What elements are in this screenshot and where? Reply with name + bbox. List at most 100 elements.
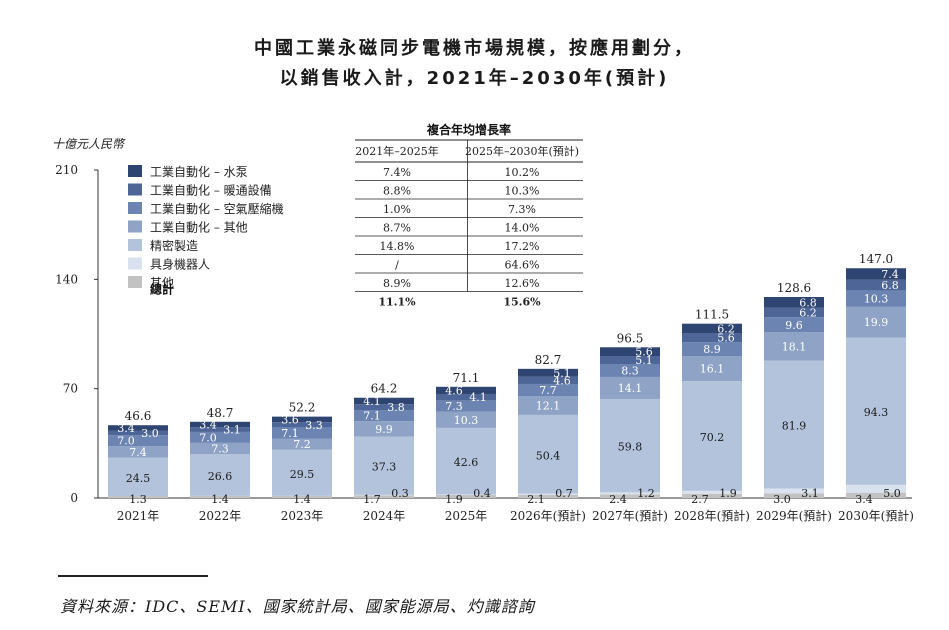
bar-value-label: 94.3 <box>864 406 889 419</box>
bar-segment <box>272 416 332 423</box>
bar-value-label: 29.5 <box>290 468 315 481</box>
bar-value-label: 3.0 <box>773 493 791 506</box>
bar-value-label: 7.1 <box>363 410 381 423</box>
bar-value-label: 16.1 <box>700 363 725 376</box>
bar-segment <box>436 495 496 498</box>
bar-value-label: 6.8 <box>881 279 899 292</box>
bar-value-label: 7.7 <box>539 384 557 397</box>
legend-total-label: 總計 <box>150 282 174 297</box>
bar-total-label: 48.7 <box>207 406 234 420</box>
bar-value-label: 59.8 <box>618 441 643 454</box>
bar-value-label: 1.4 <box>293 493 311 506</box>
bar-value-label: 1.4 <box>211 493 229 506</box>
bar-segment <box>600 363 660 377</box>
bar-segment <box>272 438 332 450</box>
bar-segment <box>846 279 906 291</box>
bar-segment <box>190 427 250 432</box>
bar-value-label: 10.3 <box>454 414 479 427</box>
bar-value-label: 7.1 <box>281 427 299 440</box>
bar-segment <box>600 494 660 498</box>
x-tick-label: 2024年 <box>363 509 406 523</box>
cagr-cell: 64.6% <box>505 259 540 272</box>
y-tick-label: 70 <box>63 382 78 396</box>
bar-value-label: 3.4 <box>199 418 217 431</box>
bar-segment <box>108 495 168 498</box>
cagr-cell: 11.1% <box>378 296 416 309</box>
bar-total-label: 96.5 <box>617 331 644 345</box>
cagr-cell: 14.8% <box>380 240 415 253</box>
bar-segment <box>846 268 906 280</box>
bar-segment <box>518 493 578 495</box>
source-note: 資料來源：IDC、SEMI、國家統計局、國家能源局、灼識諮詢 <box>60 597 535 616</box>
bar-total-label: 82.7 <box>535 353 562 367</box>
bar-segment <box>846 306 906 338</box>
bar-segment <box>600 492 660 495</box>
bar-segment <box>682 356 742 382</box>
bar-segment <box>846 484 906 493</box>
bar-value-label: 3.3 <box>305 419 323 432</box>
bar-segment <box>600 347 660 357</box>
bar-value-label: 0.7 <box>555 487 573 500</box>
bar-segment <box>272 427 332 439</box>
legend-swatch <box>128 183 142 196</box>
bar-segment <box>518 414 578 494</box>
bar-value-label: 8.9 <box>703 343 721 356</box>
legend-swatch <box>128 202 142 214</box>
bar-segment <box>764 332 824 361</box>
cagr-cell: 8.7% <box>383 222 411 235</box>
bar-total-label: 147.0 <box>859 252 893 266</box>
bar-value-label: 1.7 <box>363 493 381 506</box>
cagr-cell: 10.2% <box>505 166 540 179</box>
legend-swatch <box>128 165 142 177</box>
bar-segment <box>354 404 414 411</box>
bar-value-label: 4.1 <box>363 395 381 408</box>
x-tick-label: 2029年(預計) <box>756 508 832 523</box>
bar-value-label: 3.6 <box>281 413 299 426</box>
bar-value-label: 7.4 <box>129 446 147 459</box>
bar-segment <box>436 411 496 428</box>
bar-value-label: 26.6 <box>208 470 233 483</box>
bar-segment <box>846 492 906 498</box>
bar-value-label: 3.0 <box>141 427 159 440</box>
bar-segment <box>354 397 414 405</box>
chart-title-line2: 以銷售收入計，2021年–2030年(預計) <box>279 68 670 89</box>
bar-value-label: 9.9 <box>375 423 393 436</box>
bar-segment <box>764 307 824 318</box>
bar-segment <box>354 494 414 496</box>
cagr-cell: 7.4% <box>383 166 411 179</box>
cagr-cell: 15.6% <box>503 296 541 309</box>
bar-value-label: 81.9 <box>782 420 807 433</box>
bar-segment <box>108 446 168 458</box>
bar-segment <box>518 368 578 377</box>
bar-segment <box>190 454 250 496</box>
bar-segment <box>436 400 496 412</box>
cagr-cell: 8.8% <box>383 185 411 198</box>
x-tick-label: 2027年(預計) <box>592 508 668 523</box>
legend-label: 其他 <box>150 276 174 290</box>
bar-total-label: 46.6 <box>125 409 152 423</box>
cagr-cell: 8.9% <box>383 277 411 290</box>
bar-value-label: 7.2 <box>293 438 311 451</box>
bar-segment <box>108 430 168 436</box>
bar-segment <box>272 449 332 496</box>
bar-segment <box>436 494 496 496</box>
bar-value-label: 18.1 <box>782 340 807 353</box>
bar-segment <box>518 383 578 397</box>
cagr-header-col1: 2021年–2025年 <box>355 144 439 158</box>
bar-segment <box>190 442 250 455</box>
bar-segment <box>682 490 742 494</box>
bar-value-label: 0.3 <box>391 487 409 500</box>
legend-label: 精密製造 <box>150 238 198 253</box>
bar-segment <box>518 376 578 384</box>
legend-swatch <box>128 276 142 288</box>
bar-value-label: 6.2 <box>799 306 817 319</box>
bar-value-label: 7.0 <box>117 435 135 448</box>
bar-value-label: 2.7 <box>691 493 709 506</box>
cagr-cell: 7.3% <box>508 203 536 216</box>
bar-value-label: 3.1 <box>801 487 819 500</box>
bar-value-label: 6.2 <box>717 323 735 336</box>
bar-value-label: 5.0 <box>883 487 901 500</box>
bar-value-label: 1.2 <box>637 487 655 500</box>
bar-segment <box>190 421 250 428</box>
chart-title-line1: 中國工業永磁同步電機市場規模，按應用劃分， <box>254 38 695 59</box>
